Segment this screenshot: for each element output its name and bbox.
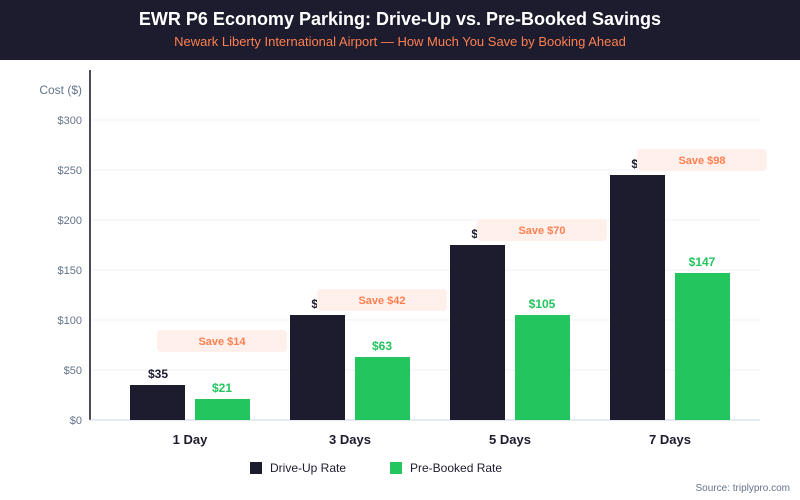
- legend-label: Drive-Up Rate: [270, 461, 346, 475]
- x-tick-label: 7 Days: [649, 432, 691, 447]
- legend-swatch: [390, 462, 402, 474]
- savings-label: Save $42: [358, 295, 405, 307]
- savings-label: Save $98: [678, 155, 725, 167]
- data-label-pre-booked: $63: [372, 339, 392, 353]
- savings-badge: [477, 219, 607, 241]
- chart-title: EWR P6 Economy Parking: Drive-Up vs. Pre…: [138, 9, 662, 29]
- bar-drive-up: [290, 315, 345, 420]
- savings-label: Save $70: [518, 225, 565, 237]
- bar-pre-booked: [675, 273, 730, 420]
- chart-subtitle: Newark Liberty International Airport — H…: [174, 34, 626, 49]
- x-tick-label: 5 Days: [489, 432, 531, 447]
- data-label-pre-booked: $105: [529, 297, 556, 311]
- bar-pre-booked: [515, 315, 570, 420]
- y-tick-label: $300: [58, 115, 82, 127]
- y-tick-label: $0: [70, 415, 82, 427]
- y-tick-label: $250: [58, 165, 82, 177]
- bar-drive-up: [610, 175, 665, 420]
- data-label-pre-booked: $147: [689, 255, 716, 269]
- header: EWR P6 Economy Parking: Drive-Up vs. Pre…: [0, 0, 800, 60]
- bar-drive-up: [450, 245, 505, 420]
- bar-pre-booked: [195, 399, 250, 420]
- legend-label: Pre-Booked Rate: [410, 461, 502, 475]
- data-label-drive-up: $35: [148, 367, 168, 381]
- savings-badge: [317, 289, 447, 311]
- data-label-pre-booked: $21: [212, 381, 232, 395]
- savings-label: Save $14: [198, 336, 246, 348]
- y-tick-label: $150: [58, 265, 82, 277]
- legend-swatch: [250, 462, 262, 474]
- x-tick-label: 3 Days: [329, 432, 371, 447]
- y-tick-label: $50: [64, 365, 82, 377]
- savings-badge: [157, 330, 287, 352]
- y-tick-label: $200: [58, 215, 82, 227]
- bar-drive-up: [130, 385, 185, 420]
- source-note: Source: triplypro.com: [695, 483, 790, 494]
- x-tick-label: 1 Day: [173, 432, 208, 447]
- y-axis-label: Cost ($): [39, 83, 82, 97]
- y-tick-label: $100: [58, 315, 82, 327]
- bar-pre-booked: [355, 357, 410, 420]
- savings-badge: [637, 149, 767, 171]
